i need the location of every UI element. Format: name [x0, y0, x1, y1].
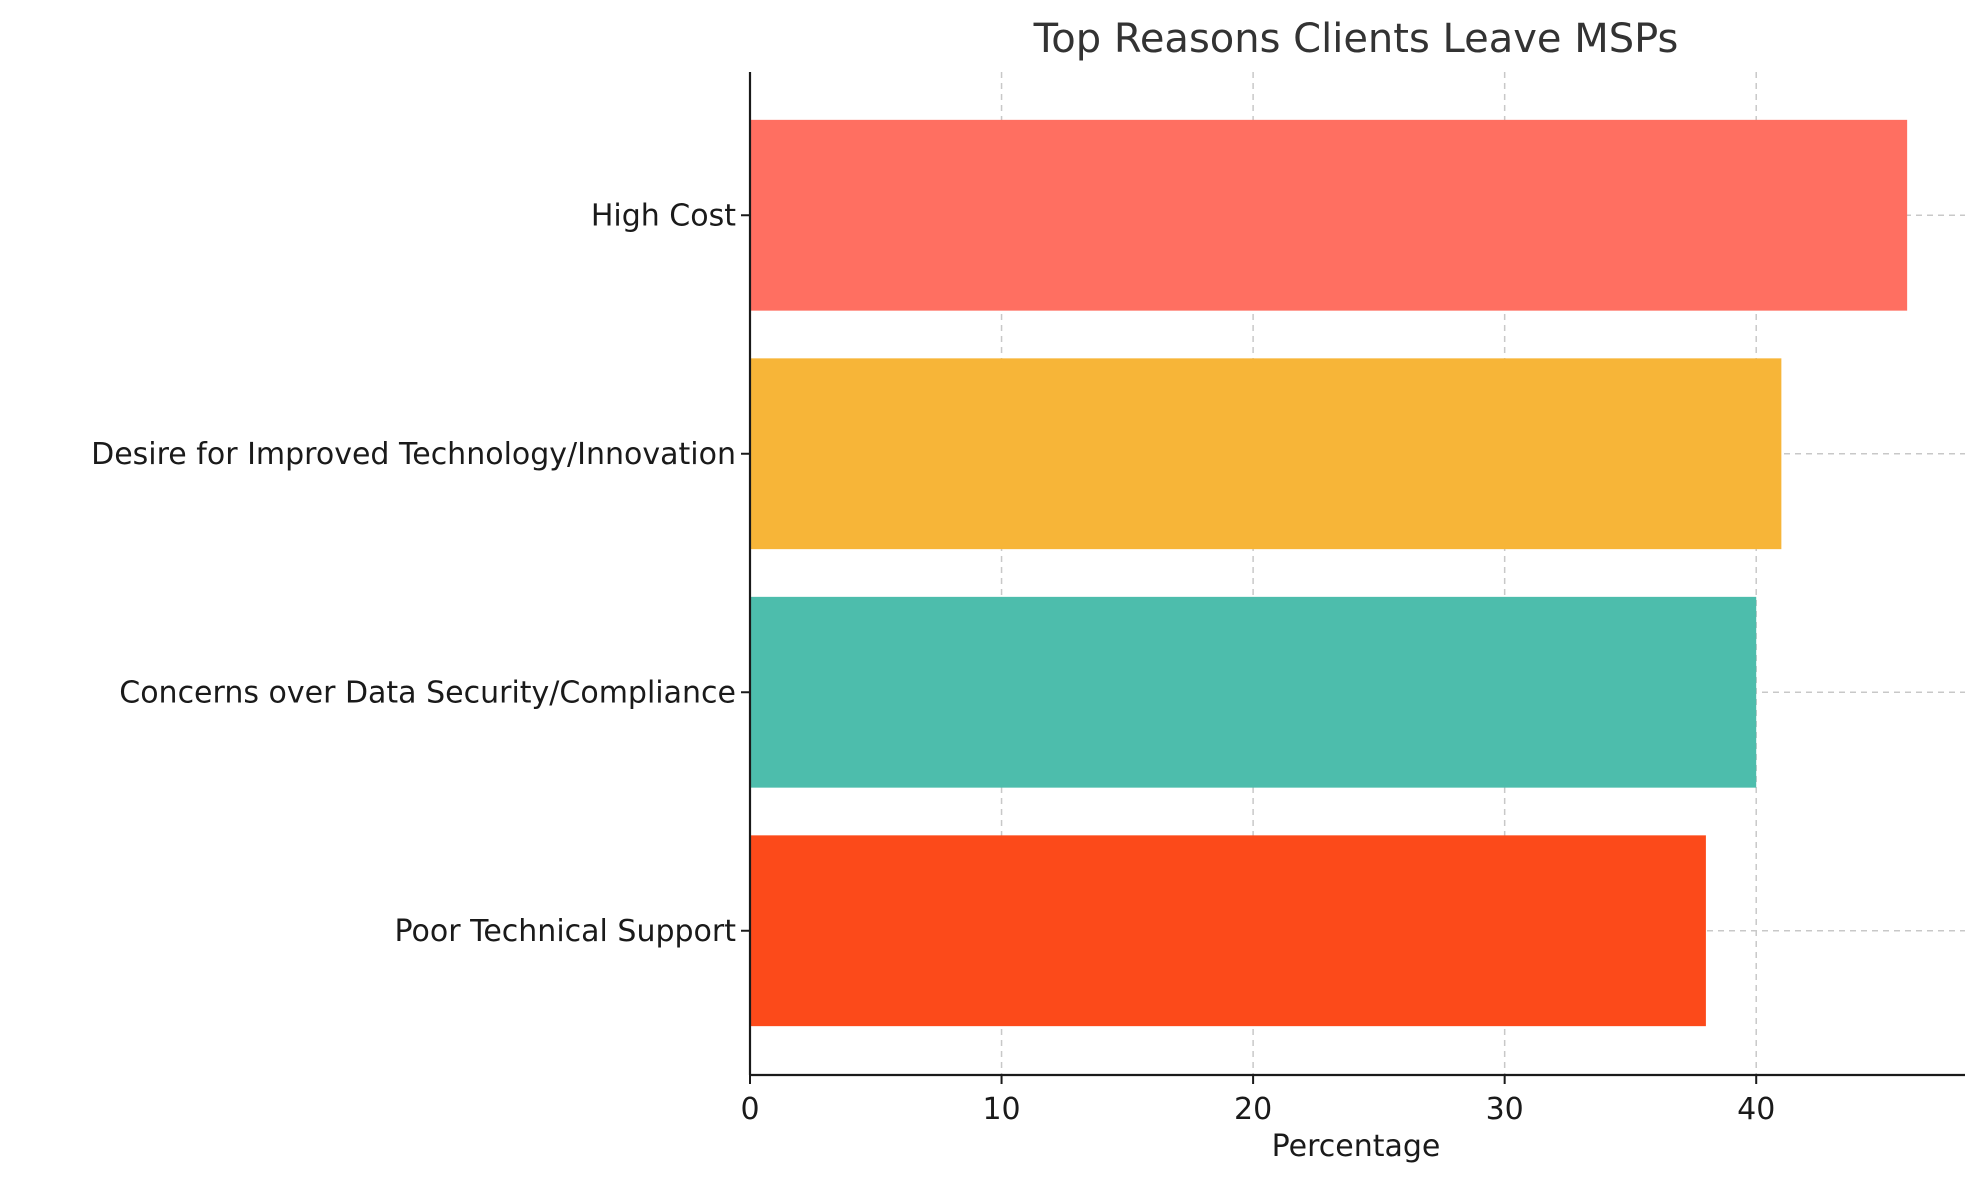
x-tick-label: 30 [1486, 1092, 1524, 1127]
x-tick-label: 10 [982, 1092, 1020, 1127]
axis-layer: High Cost Desire for Improved Technology/… [91, 72, 1965, 1127]
category-label: Concerns over Data Security/Compliance [119, 675, 736, 710]
x-tick-label: 0 [740, 1092, 759, 1127]
bar-4 [750, 835, 1706, 1027]
category-label: High Cost [591, 198, 736, 233]
x-tick-label: 20 [1234, 1092, 1272, 1127]
x-axis-title: Percentage [1272, 1129, 1441, 1164]
category-label: Poor Technical Support [395, 914, 737, 949]
chart-title: Top Reasons Clients Leave MSPs [1033, 16, 1679, 62]
x-tick-label: 40 [1737, 1092, 1775, 1127]
bar-1 [750, 119, 1908, 311]
bar-layer [750, 119, 1908, 1027]
bar-3 [750, 596, 1757, 788]
bar-2 [750, 358, 1782, 550]
category-label: Desire for Improved Technology/Innovatio… [91, 437, 736, 472]
